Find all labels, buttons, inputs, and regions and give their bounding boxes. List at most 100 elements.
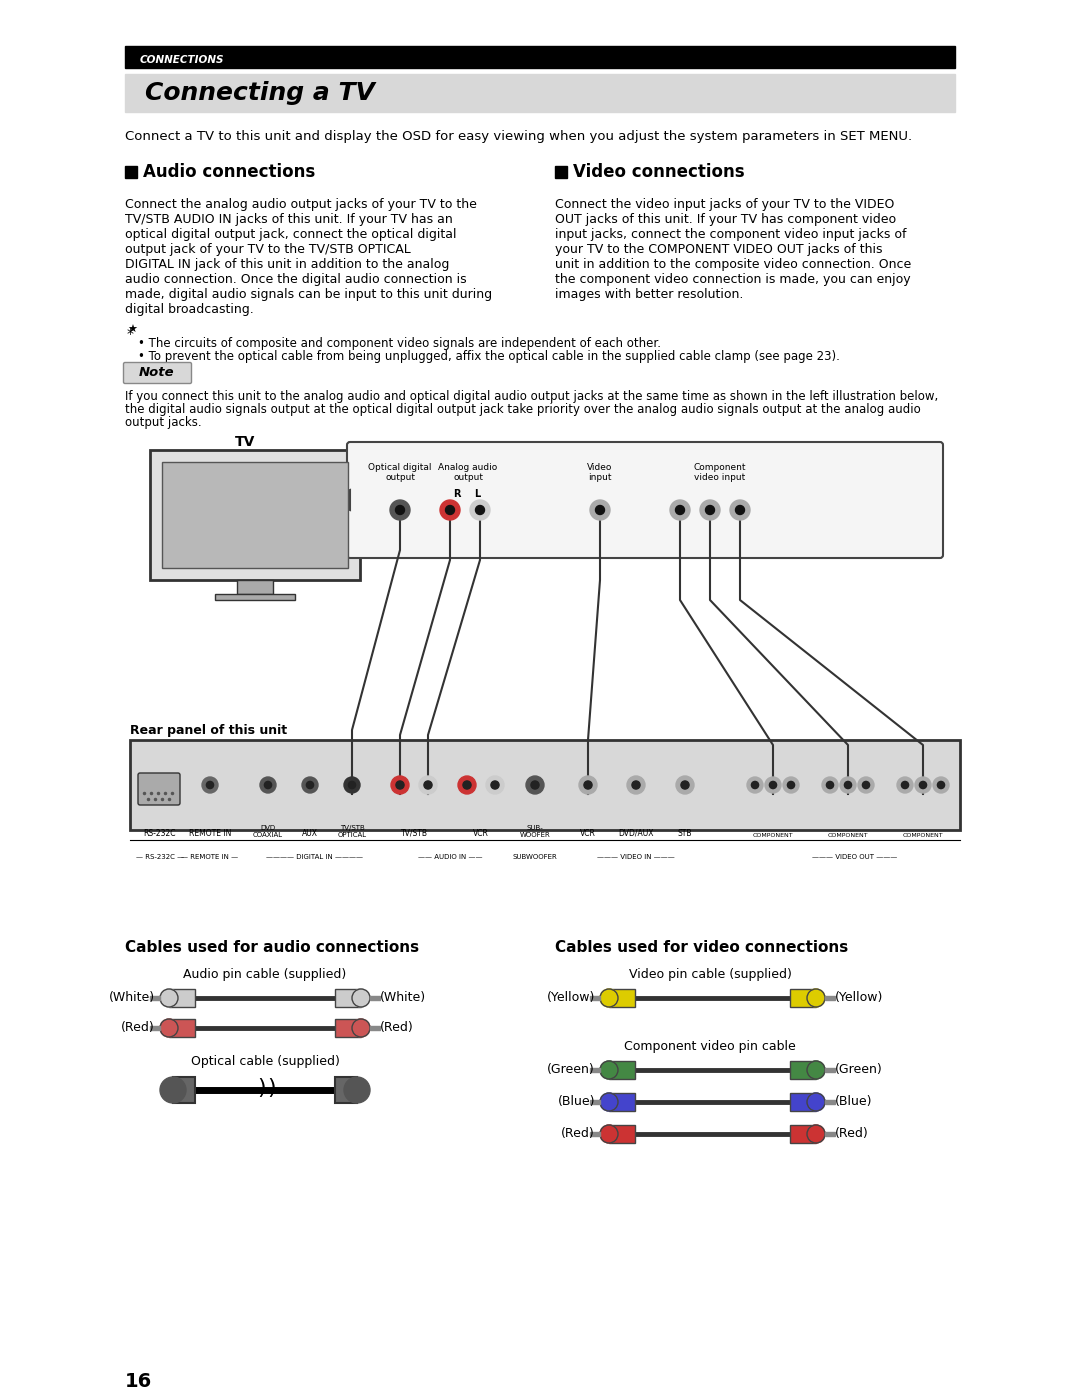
Circle shape — [769, 781, 777, 788]
Circle shape — [463, 781, 471, 789]
Circle shape — [600, 989, 618, 1007]
Circle shape — [600, 1125, 618, 1143]
Circle shape — [807, 989, 825, 1007]
Text: (Green): (Green) — [548, 1063, 595, 1077]
Circle shape — [675, 506, 685, 514]
Text: AUX: AUX — [302, 828, 318, 838]
Text: COMPONENT: COMPONENT — [903, 833, 943, 838]
Circle shape — [822, 777, 838, 793]
Bar — [237, 580, 273, 594]
Text: Rear panel of this unit: Rear panel of this unit — [130, 724, 287, 738]
Circle shape — [206, 781, 214, 788]
Text: (Red): (Red) — [562, 1127, 595, 1140]
Bar — [370, 1025, 380, 1030]
Text: ): ) — [257, 1078, 266, 1098]
Text: TV/STB
OPTICAL: TV/STB OPTICAL — [337, 826, 366, 838]
Circle shape — [600, 1060, 618, 1078]
Bar — [125, 46, 955, 68]
Circle shape — [160, 1018, 178, 1037]
Text: (Red): (Red) — [380, 1021, 414, 1035]
Bar — [789, 1092, 816, 1111]
Text: VCR: VCR — [580, 828, 596, 838]
Text: ): ) — [267, 1078, 275, 1098]
Text: Optical cable (supplied): Optical cable (supplied) — [190, 1055, 339, 1067]
Circle shape — [160, 989, 178, 1007]
Text: R    L: R L — [455, 489, 482, 499]
Circle shape — [807, 1092, 825, 1111]
Text: images with better resolution.: images with better resolution. — [555, 288, 743, 300]
Circle shape — [345, 777, 360, 793]
Circle shape — [681, 781, 689, 789]
Text: (Red): (Red) — [835, 1127, 868, 1140]
Bar — [590, 1099, 600, 1104]
Bar — [609, 1092, 635, 1111]
Bar — [125, 166, 137, 177]
Circle shape — [933, 777, 949, 793]
Text: the digital audio signals output at the optical digital output jack take priorit: the digital audio signals output at the … — [125, 402, 921, 416]
Circle shape — [937, 781, 945, 788]
Circle shape — [845, 781, 852, 788]
Text: CONNECTIONS: CONNECTIONS — [140, 54, 225, 66]
Text: Analog audio
output: Analog audio output — [438, 462, 498, 482]
Text: (Blue): (Blue) — [557, 1095, 595, 1108]
Text: REMOTE IN: REMOTE IN — [189, 828, 231, 838]
Circle shape — [863, 781, 869, 788]
Circle shape — [735, 506, 744, 514]
Text: Connecting a TV: Connecting a TV — [145, 81, 375, 105]
Text: ——— VIDEO IN ———: ——— VIDEO IN ——— — [597, 854, 675, 861]
Circle shape — [590, 500, 610, 520]
Circle shape — [526, 775, 544, 793]
Circle shape — [352, 1018, 370, 1037]
Text: audio connection. Once the digital audio connection is: audio connection. Once the digital audio… — [125, 272, 467, 286]
Circle shape — [584, 781, 592, 789]
Bar — [609, 1060, 635, 1078]
Text: Audio connections: Audio connections — [143, 163, 315, 182]
Bar — [150, 450, 360, 580]
Text: output jacks.: output jacks. — [125, 416, 202, 429]
Circle shape — [202, 777, 218, 793]
Text: TV: TV — [234, 434, 255, 448]
Text: • To prevent the optical cable from being unplugged, affix the optical cable in : • To prevent the optical cable from bein… — [138, 351, 840, 363]
Circle shape — [627, 775, 645, 793]
Text: digital broadcasting.: digital broadcasting. — [125, 303, 254, 316]
Circle shape — [730, 500, 750, 520]
Bar — [825, 996, 835, 1000]
Text: DVD/AUX: DVD/AUX — [618, 828, 653, 838]
Text: ———— DIGITAL IN ————: ———— DIGITAL IN ———— — [267, 854, 364, 861]
Text: the component video connection is made, you can enjoy: the component video connection is made, … — [555, 272, 910, 286]
Circle shape — [902, 781, 908, 788]
Circle shape — [390, 500, 410, 520]
Circle shape — [345, 1077, 370, 1104]
Circle shape — [705, 506, 715, 514]
Bar — [168, 989, 195, 1007]
FancyBboxPatch shape — [123, 362, 191, 384]
Circle shape — [747, 777, 762, 793]
Circle shape — [260, 777, 276, 793]
Bar — [825, 1067, 835, 1071]
Circle shape — [897, 777, 913, 793]
Text: Video connections: Video connections — [573, 163, 744, 182]
Text: DIGITAL IN jack of this unit in addition to the analog: DIGITAL IN jack of this unit in addition… — [125, 258, 449, 271]
Bar — [173, 1077, 195, 1104]
Bar — [335, 989, 361, 1007]
Bar — [590, 1132, 600, 1136]
Circle shape — [446, 506, 455, 514]
Bar — [789, 1125, 816, 1143]
Text: (Blue): (Blue) — [835, 1095, 873, 1108]
Text: optical digital output jack, connect the optical digital: optical digital output jack, connect the… — [125, 228, 457, 242]
Circle shape — [807, 1060, 825, 1078]
Circle shape — [440, 500, 460, 520]
Text: TV/STB AUDIO IN jacks of this unit. If your TV has an: TV/STB AUDIO IN jacks of this unit. If y… — [125, 212, 453, 226]
Circle shape — [396, 781, 404, 789]
Bar — [609, 1125, 635, 1143]
Text: • The circuits of composite and component video signals are independent of each : • The circuits of composite and componen… — [138, 337, 661, 351]
Circle shape — [700, 500, 720, 520]
Polygon shape — [322, 490, 350, 510]
Circle shape — [160, 1077, 186, 1104]
Text: RS-232C: RS-232C — [144, 828, 176, 838]
Bar — [150, 996, 160, 1000]
Text: SUB-
WOOFER: SUB- WOOFER — [519, 826, 551, 838]
Bar — [125, 74, 955, 112]
Bar — [590, 1067, 600, 1071]
Text: input jacks, connect the component video input jacks of: input jacks, connect the component video… — [555, 228, 906, 242]
